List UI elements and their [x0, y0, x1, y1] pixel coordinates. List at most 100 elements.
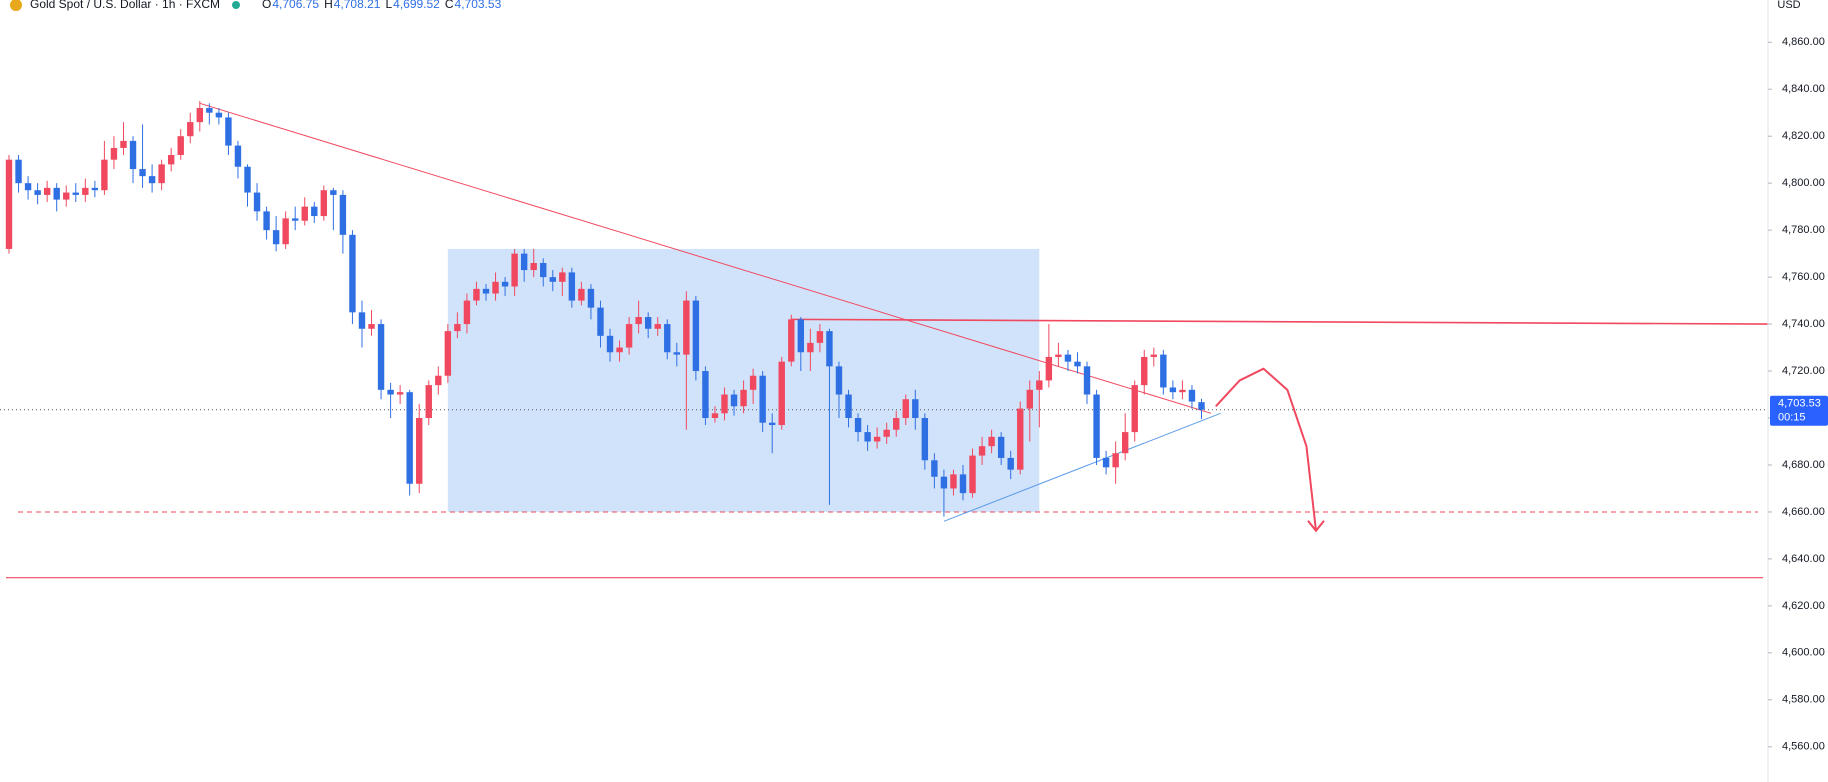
candle-body	[511, 253, 518, 287]
candle-body	[349, 234, 356, 313]
candle-body	[635, 317, 642, 325]
candle-body	[807, 342, 814, 353]
y-tick-label: 4,800.00	[1782, 177, 1825, 189]
candle-body	[912, 399, 919, 419]
candle-body	[63, 192, 70, 200]
candle-body	[597, 307, 604, 336]
candle-body	[234, 145, 242, 167]
candle-body	[1055, 354, 1062, 357]
candle-body	[1141, 356, 1148, 386]
candle-body	[854, 418, 862, 433]
ohlc-value: 4,706.75	[272, 0, 319, 11]
ohlc-key: L	[385, 0, 392, 11]
candle-body	[921, 418, 929, 461]
drawings	[0, 102, 1769, 579]
candle-body	[196, 108, 203, 123]
candle-body	[463, 300, 471, 325]
candle-body	[835, 366, 843, 395]
candle-body	[769, 422, 776, 426]
candle-body	[120, 140, 127, 148]
candle-body	[158, 164, 165, 184]
candle-body	[225, 117, 232, 146]
candle-body	[1064, 354, 1072, 362]
candle-body	[82, 187, 89, 195]
candle-body	[587, 288, 595, 308]
y-tick-label: 4,740.00	[1782, 318, 1825, 330]
candle-body	[520, 253, 528, 271]
candle-body	[311, 206, 318, 217]
candle-body	[1093, 394, 1100, 458]
symbol-icon	[10, 0, 22, 11]
candle-body	[721, 394, 728, 414]
candle-body	[711, 413, 719, 419]
currency-button[interactable]: USD	[1777, 0, 1800, 11]
candle-body	[272, 230, 280, 245]
candle-body	[625, 324, 633, 348]
candle-body	[320, 190, 328, 217]
candle-body	[559, 272, 566, 282]
candle-body	[1045, 356, 1053, 381]
candle-body	[1036, 380, 1043, 390]
candle-body	[864, 432, 871, 442]
candle-body	[148, 176, 156, 184]
candle-body	[444, 331, 452, 376]
candle-body	[1160, 354, 1167, 388]
candle-body	[1017, 408, 1024, 470]
candle-body	[1083, 366, 1091, 395]
candle-body	[749, 375, 757, 390]
y-tick-label: 4,640.00	[1782, 553, 1825, 565]
candle-body	[1074, 361, 1081, 367]
candle-body	[873, 436, 881, 442]
candle-body	[377, 324, 385, 390]
candle-body	[664, 324, 671, 353]
candle-body	[282, 218, 289, 245]
y-tick-label: 4,820.00	[1782, 130, 1825, 142]
price-tag	[1770, 395, 1828, 426]
status-dot	[232, 1, 240, 9]
candle-body	[501, 281, 509, 287]
candle-body	[1198, 402, 1205, 410]
ohlc-key: C	[445, 0, 454, 11]
candle-body	[959, 474, 967, 494]
candle-body	[1102, 457, 1110, 468]
candle-body	[988, 436, 995, 447]
candle-body	[425, 385, 432, 419]
candle-body	[978, 446, 986, 456]
candle-body	[1131, 385, 1138, 433]
candle-body	[673, 352, 680, 355]
candle-body	[1169, 387, 1177, 393]
candle-body	[206, 108, 213, 113]
candle-body	[616, 347, 623, 353]
y-tick-label: 4,660.00	[1782, 506, 1825, 518]
candle-body	[1179, 389, 1186, 393]
candle-body	[883, 429, 890, 437]
ohlc-key: O	[262, 0, 271, 11]
candle-body	[396, 392, 404, 395]
candle-body	[950, 474, 957, 489]
chart-title: Gold Spot / U.S. Dollar · 1h · FXCM	[30, 0, 220, 11]
candle-body	[139, 169, 146, 177]
candle-body	[902, 399, 909, 419]
candle-body	[473, 288, 480, 301]
candle-body	[568, 272, 576, 301]
candle-body	[644, 317, 652, 329]
price-tag-label: 4,703.53	[1778, 398, 1821, 410]
candle-body	[101, 159, 108, 191]
candle-body	[301, 206, 308, 221]
candle-body	[845, 394, 852, 419]
projection-arrow	[1215, 367, 1317, 531]
candle-body	[416, 418, 423, 484]
candle-body	[940, 476, 948, 489]
candle-body	[788, 319, 795, 362]
candle-body	[730, 394, 738, 407]
candle-body	[702, 371, 709, 419]
y-tick-label: 4,840.00	[1782, 83, 1825, 95]
candle-body	[1112, 453, 1119, 468]
candle-body	[110, 147, 118, 160]
y-tick-label: 4,680.00	[1782, 459, 1825, 471]
candle-body	[177, 136, 184, 155]
candle-body	[435, 375, 442, 386]
candle-body	[540, 263, 547, 278]
ohlc-value: 4,703.53	[455, 0, 502, 11]
